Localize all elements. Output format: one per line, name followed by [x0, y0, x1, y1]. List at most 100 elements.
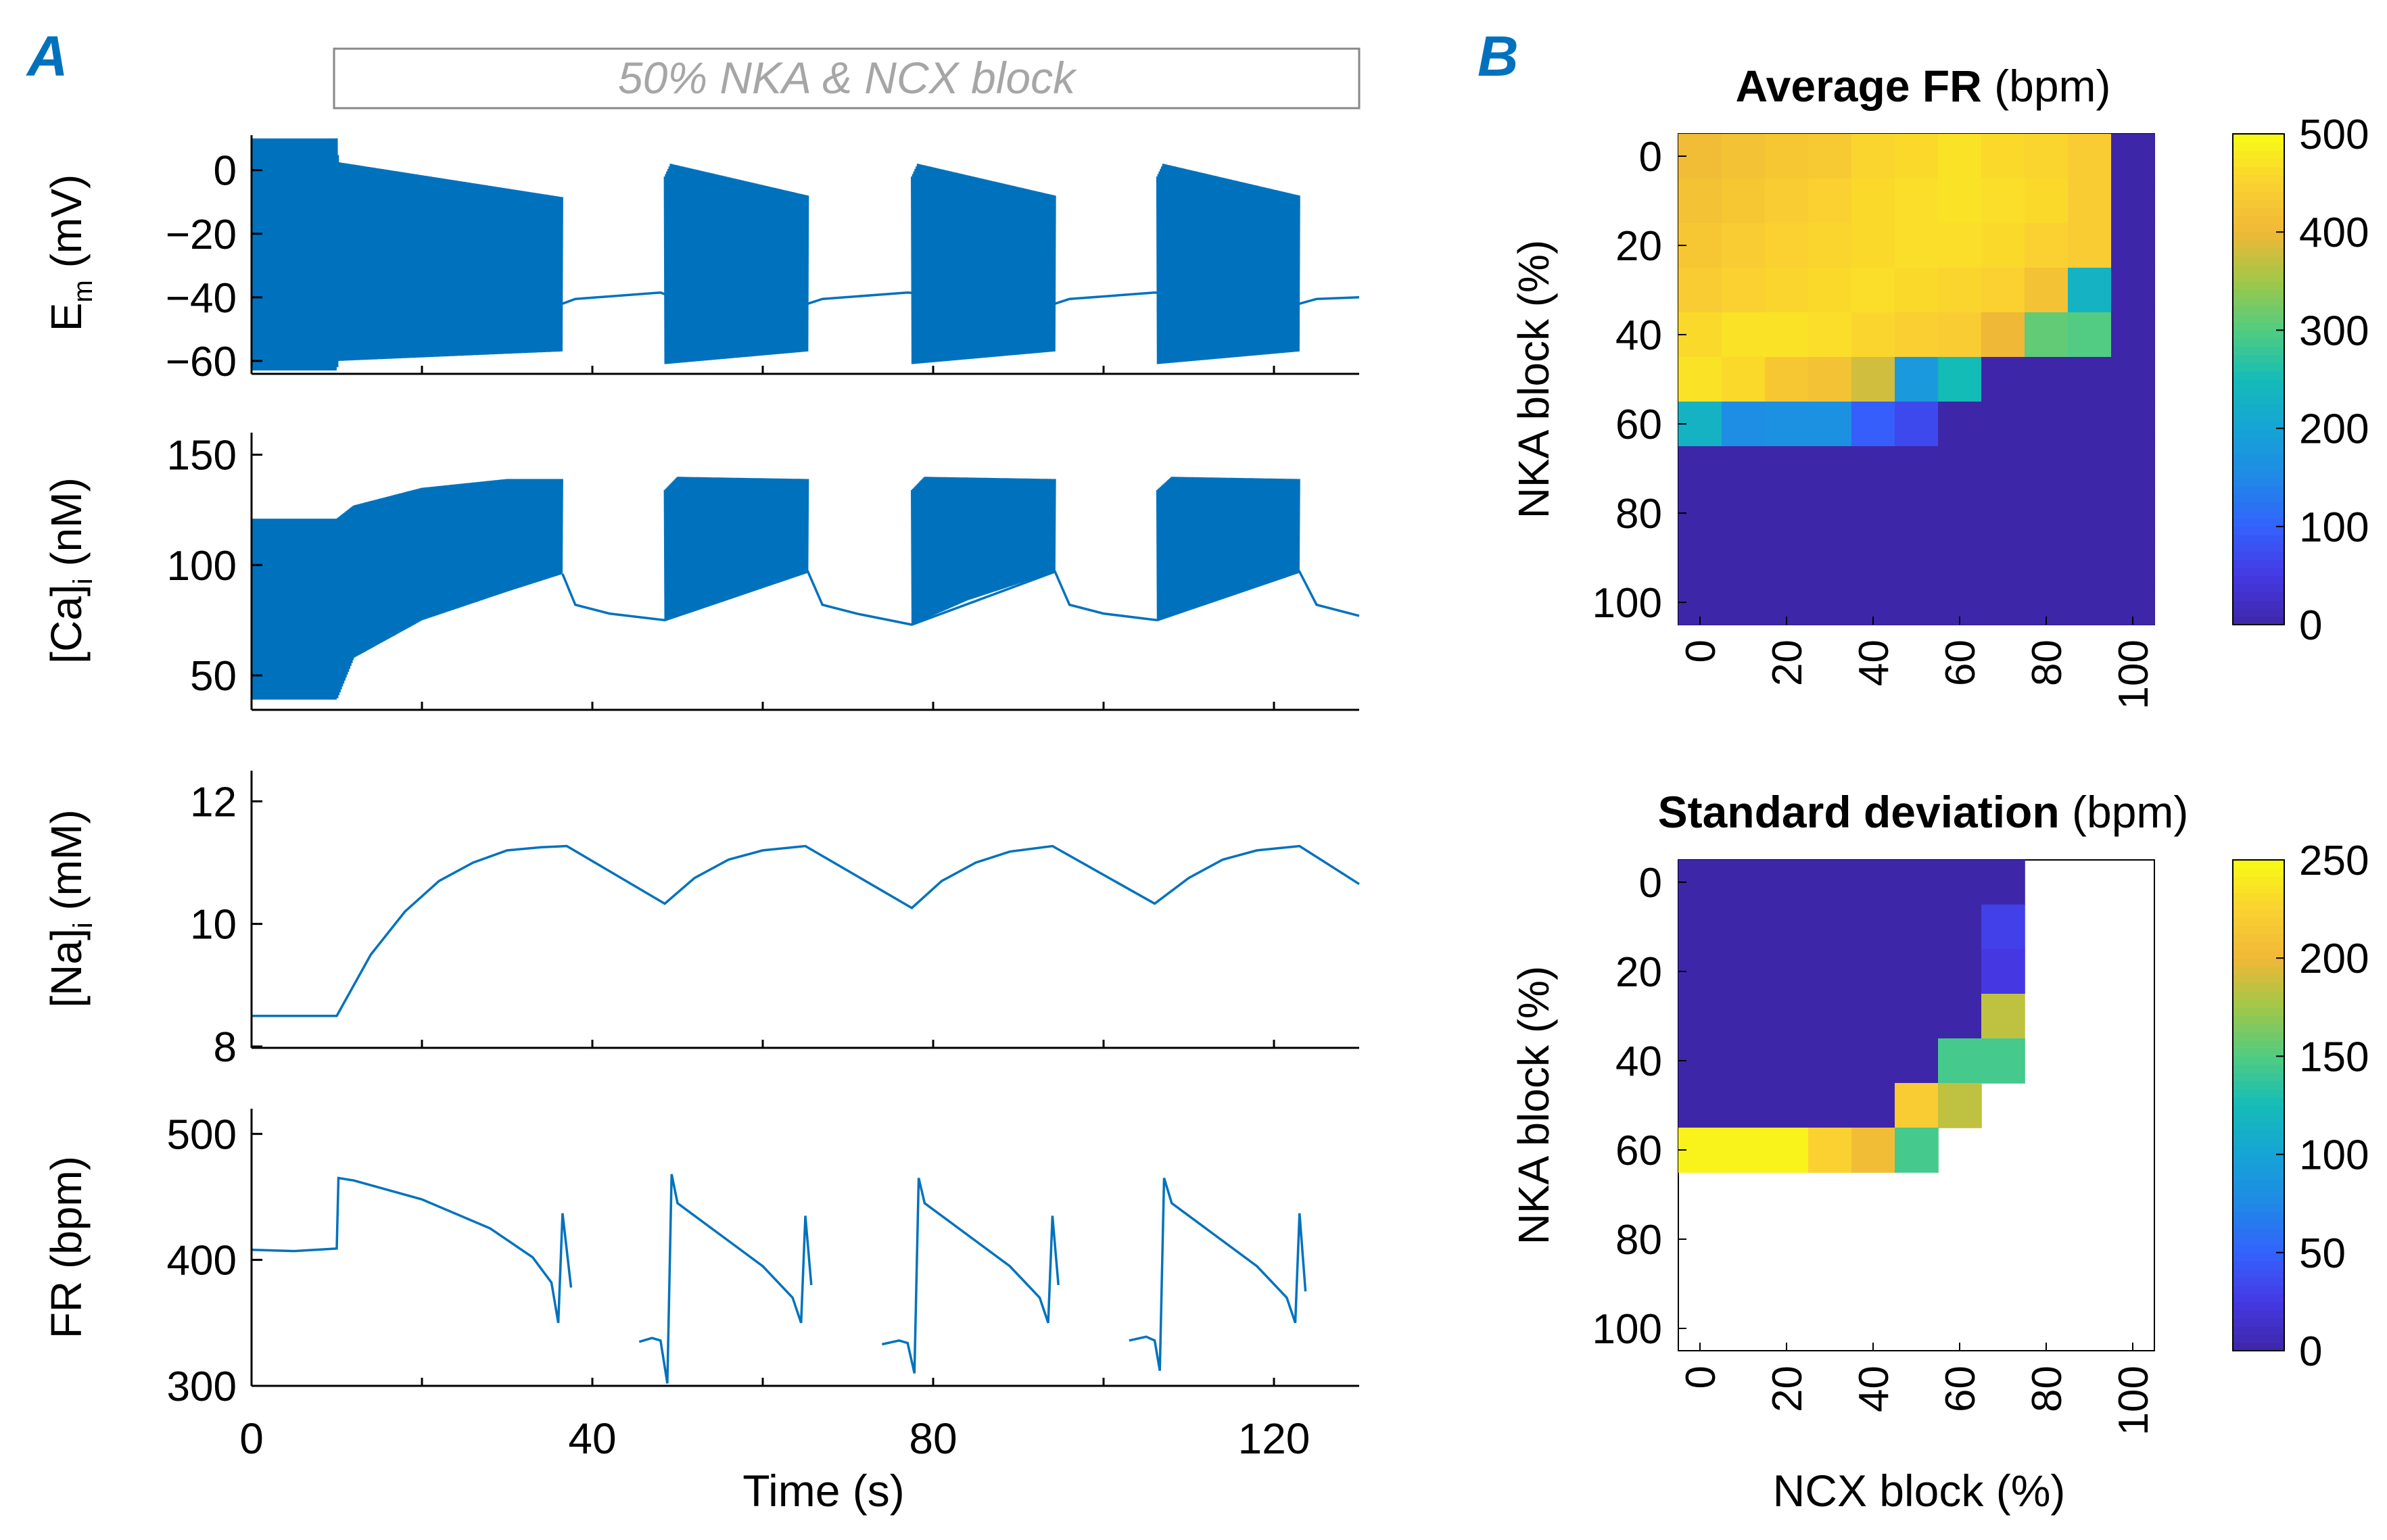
- colorbar-segment: [2233, 158, 2284, 168]
- fr-trace-plot: 300 400 500 FR (bpm): [42, 1109, 1359, 1410]
- heatmap-cell: [1722, 402, 1766, 447]
- colorbar-segment: [2233, 1113, 2284, 1122]
- heatmap-cell: [1851, 402, 1895, 447]
- heatmap-cell: [2111, 491, 2155, 536]
- colorbar-segment: [2233, 1203, 2284, 1213]
- colorbar-segment: [2233, 1130, 2284, 1139]
- heatmap-cell: [1895, 994, 1939, 1039]
- y-tick-label: 500: [167, 1111, 237, 1158]
- heatmap-cell: [1722, 860, 1766, 905]
- colorbar-segment: [2233, 281, 2284, 290]
- colorbar-segment: [2233, 420, 2284, 429]
- burst-oscillation: [335, 479, 563, 698]
- heatmap-cell: [1765, 312, 1809, 358]
- heatmap-cell: [1938, 223, 1982, 268]
- heatmap-cell: [1938, 178, 1982, 224]
- colorbar-segment: [2233, 216, 2284, 224]
- colorbar-tick-label: 0: [2299, 1328, 2322, 1375]
- heatmap-cell: [1765, 446, 1809, 491]
- heatmap-cell: [1722, 535, 1766, 581]
- heatmap-cell: [1722, 994, 1766, 1039]
- heatmap-cell: [1765, 535, 1809, 581]
- heatmap-cell: [1765, 491, 1809, 536]
- colorbar-segment: [2233, 1318, 2284, 1327]
- y-tick-label: 12: [190, 779, 237, 825]
- heatmap-cell: [1765, 134, 1809, 179]
- heatmap-cell: [1981, 312, 2025, 358]
- heatmap-cell: [1938, 860, 1982, 905]
- heatmap-cell: [1678, 178, 1722, 224]
- colorbar-segment: [2233, 1178, 2284, 1188]
- colorbar-segment: [2233, 1122, 2284, 1131]
- colorbar-segment: [2233, 461, 2284, 470]
- heatmap-cell: [1981, 1038, 2025, 1084]
- colorbar-segment: [2233, 256, 2284, 266]
- y-axis-label: Em (mV): [42, 174, 98, 331]
- panel-b-label: B: [1478, 24, 1519, 88]
- colorbar-tick-label: 0: [2299, 602, 2322, 649]
- heatmap-cell: [1981, 223, 2025, 268]
- y-tick-label: 0: [1639, 134, 1662, 181]
- heatmap-cell: [2068, 268, 2112, 313]
- heatmap-cell: [1808, 134, 1852, 179]
- colorbar-segment: [2233, 224, 2284, 233]
- colorbar-segment: [2233, 933, 2284, 942]
- colorbar-segment: [2233, 567, 2284, 577]
- colorbar-segment: [2233, 264, 2284, 274]
- colorbar-segment: [2233, 444, 2284, 454]
- heatmap-cell: [2025, 446, 2069, 491]
- heatmap-cell: [1722, 905, 1766, 950]
- colorbar-segment: [2233, 892, 2284, 902]
- heatmap-cell: [1938, 491, 1982, 536]
- colorbar-tick-label: 200: [2299, 406, 2369, 453]
- heatmap-cell: [2111, 446, 2155, 491]
- heatmap-cell: [2025, 491, 2069, 536]
- heatmap-cell: [1722, 357, 1766, 402]
- colorbar-tick-label: 100: [2299, 1132, 2369, 1179]
- heatmap-cell: [2068, 357, 2112, 402]
- heatmap-cell: [2111, 357, 2155, 402]
- colorbar-segment: [2233, 404, 2284, 413]
- heatmap-cell: [2068, 580, 2112, 625]
- heatmap-cell: [1981, 580, 2025, 625]
- colorbar-tick-label: 400: [2299, 210, 2369, 256]
- heatmap-cell: [1895, 402, 1939, 447]
- colorbar-segment: [2233, 1146, 2284, 1155]
- heatmap-cell: [2068, 134, 2112, 179]
- colorbar-segment: [2233, 868, 2284, 877]
- x-tick-label: 80: [2024, 1366, 2071, 1412]
- y-tick-label: 60: [1615, 402, 1662, 448]
- heatmap-cell: [1765, 223, 1809, 268]
- heatmap-cell: [1895, 268, 1939, 313]
- quiescent-trace: [562, 291, 1360, 305]
- heatmap-cell: [1981, 860, 2025, 905]
- heatmap-cell: [1895, 1038, 1939, 1084]
- heatmap-cell: [1851, 535, 1895, 581]
- colorbar-segment: [2233, 502, 2284, 511]
- colorbar-segment: [2233, 485, 2284, 495]
- colorbar-segment: [2233, 1326, 2284, 1335]
- heatmap-cell: [1938, 905, 1982, 950]
- y-tick-label: 20: [1615, 949, 1662, 996]
- heatmap-cell: [1722, 446, 1766, 491]
- x-tick-label: 120: [1238, 1414, 1310, 1463]
- y-tick-label: 80: [1615, 491, 1662, 537]
- heatmap-cell: [1938, 949, 1982, 994]
- colorbar-segment: [2233, 1285, 2284, 1295]
- heatmap-cell: [1895, 446, 1939, 491]
- heatmap-cell: [1938, 268, 1982, 313]
- heatmap-cell: [1981, 446, 2025, 491]
- colorbar-segment: [2233, 1064, 2284, 1074]
- heatmap-cell: [1895, 134, 1939, 179]
- heatmap-cell: [1678, 535, 1722, 581]
- y-tick-label: 60: [1615, 1128, 1662, 1174]
- ncx-axis-label: NCX block (%): [1773, 1466, 2066, 1516]
- em-trace-plot: 0 −20 −40 −60 Em (mV): [42, 135, 1360, 385]
- heatmap-cell: [2025, 535, 2069, 581]
- colorbar-segment: [2233, 1007, 2284, 1016]
- colorbar-tick-label: 300: [2299, 308, 2369, 354]
- colorbar-segment: [2233, 982, 2284, 992]
- colorbar-segment: [2233, 1154, 2284, 1163]
- colorbar-segment: [2233, 1015, 2284, 1024]
